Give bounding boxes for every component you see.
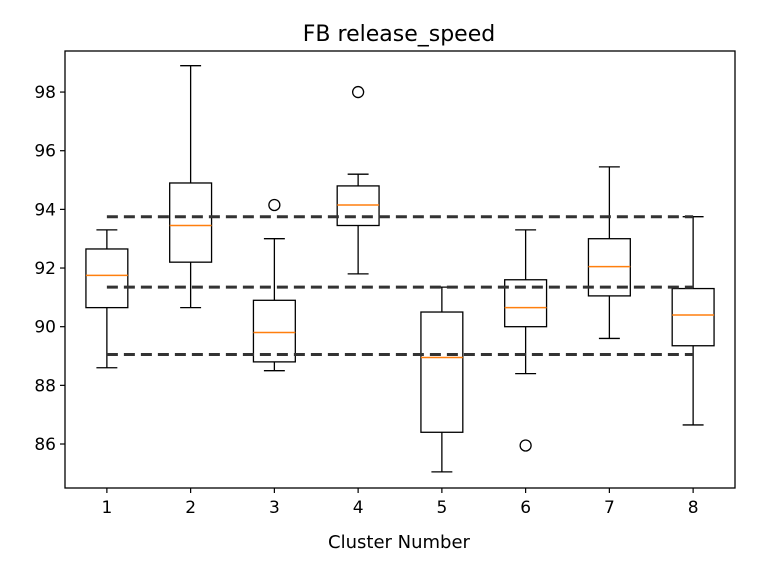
plot-area: 86 88 90 92 94 96 98 1 2 3 4 5 6 7 8: [34, 65, 715, 518]
x-tick-label: 1: [101, 498, 112, 518]
y-tick-label: 86: [34, 435, 56, 455]
x-tick-label: 5: [436, 498, 447, 518]
y-tick-label: 90: [34, 318, 56, 338]
box: [252, 299, 296, 363]
x-tick-label: 8: [688, 498, 699, 518]
y-tick-label: 94: [34, 200, 56, 220]
box: [169, 182, 213, 263]
y-tick-label: 98: [34, 83, 56, 103]
outlier-point: [351, 85, 365, 99]
x-tick-label: 7: [604, 498, 615, 518]
box: [85, 248, 129, 309]
box: [671, 287, 715, 347]
outlier-point: [268, 198, 281, 212]
x-axis-label: Cluster Number: [328, 532, 471, 553]
x-tick-label: 4: [353, 498, 364, 518]
y-tick-label: 96: [34, 142, 56, 162]
x-tick-label: 6: [520, 498, 531, 518]
x-tick-label: 3: [269, 498, 280, 518]
plot-frame: [64, 50, 736, 489]
box: [420, 311, 464, 433]
y-tick-label: 88: [34, 376, 56, 396]
y-tick-label: 92: [34, 259, 56, 279]
outlier-point: [519, 439, 532, 452]
chart-title: FB release_speed: [303, 22, 495, 47]
x-tick-label: 2: [185, 498, 196, 518]
box: [504, 279, 548, 328]
